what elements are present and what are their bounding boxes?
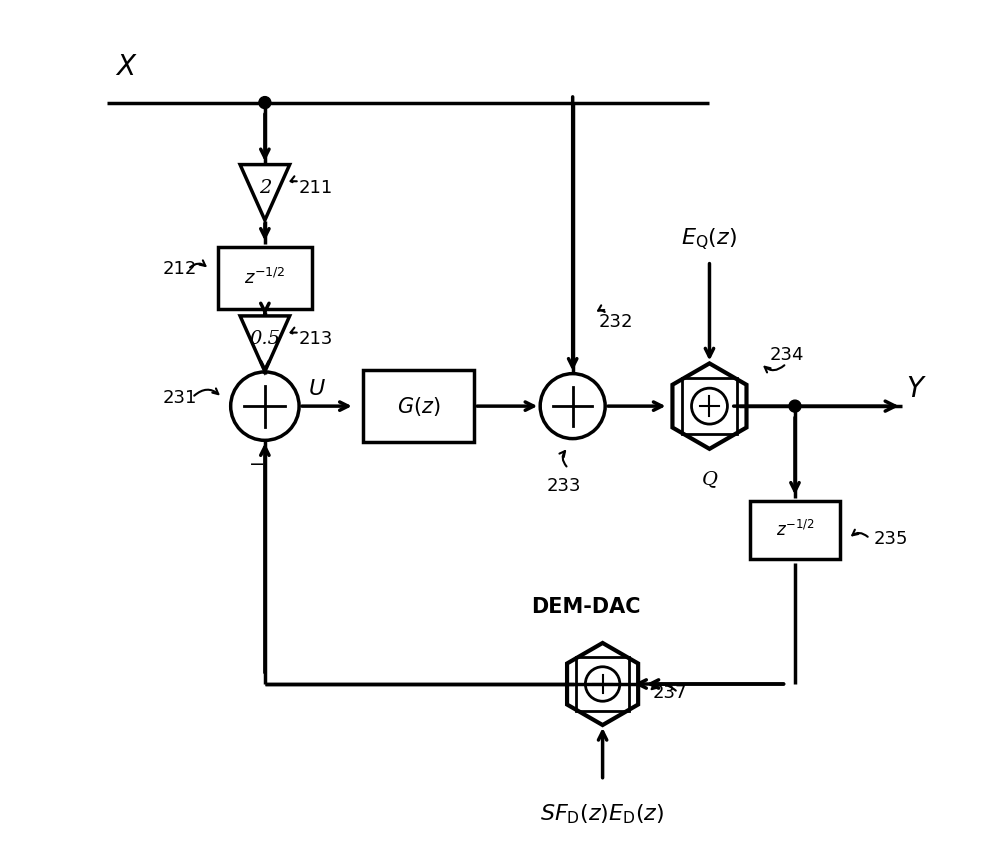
Text: $G(z)$: $G(z)$ [397, 395, 441, 417]
Text: 0.5: 0.5 [249, 330, 280, 349]
Text: $X$: $X$ [115, 54, 138, 81]
Bar [363, 369, 474, 443]
Text: $z^{-1/2}$: $z^{-1/2}$ [244, 268, 286, 288]
Text: 212: 212 [162, 260, 197, 279]
Text: 211: 211 [299, 179, 333, 198]
Text: $U$: $U$ [308, 378, 325, 400]
Text: DEM-DAC: DEM-DAC [531, 598, 640, 617]
Bar [218, 247, 312, 309]
Text: Q: Q [701, 470, 717, 488]
Circle shape [789, 400, 801, 412]
Text: 232: 232 [598, 313, 633, 332]
Text: $z^{-1/2}$: $z^{-1/2}$ [776, 520, 814, 540]
Text: 213: 213 [299, 330, 333, 349]
Text: $E_{\rm Q}(z)$: $E_{\rm Q}(z)$ [681, 227, 737, 252]
Circle shape [259, 97, 271, 109]
Text: 234: 234 [769, 345, 804, 364]
Bar [750, 501, 840, 559]
Text: 233: 233 [547, 477, 581, 495]
Text: 2: 2 [259, 179, 271, 198]
Bar [576, 657, 629, 711]
Text: $SF_{\rm D}(z)E_{\rm D}(z)$: $SF_{\rm D}(z)E_{\rm D}(z)$ [540, 802, 665, 826]
Text: $Y$: $Y$ [906, 375, 927, 403]
Text: 231: 231 [162, 388, 197, 407]
Text: 237: 237 [652, 683, 687, 702]
Bar [682, 378, 737, 433]
Text: $-$: $-$ [248, 453, 264, 472]
Text: 235: 235 [874, 529, 909, 548]
